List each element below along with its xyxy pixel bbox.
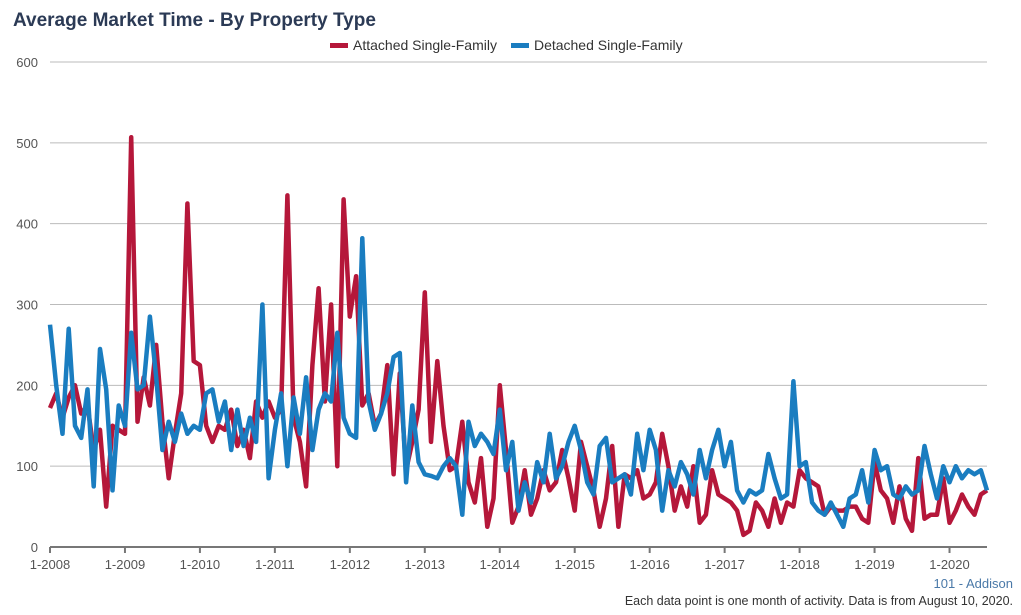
x-tick-label: 1-2014	[480, 557, 520, 572]
data-note: Each data point is one month of activity…	[624, 594, 1013, 608]
x-tick-label: 1-2011	[255, 557, 295, 572]
series-line-detached	[47, 235, 990, 530]
y-tick-label: 400	[16, 217, 38, 232]
x-tick-label: 1-2015	[554, 557, 594, 572]
x-tick-label: 1-2013	[405, 557, 445, 572]
chart-title: Average Market Time - By Property Type	[13, 10, 376, 31]
series-line-attached	[47, 134, 989, 538]
legend-item-attached[interactable]: Attached Single-Family	[330, 37, 497, 53]
legend-swatch-detached	[510, 42, 529, 48]
y-tick-label: 300	[16, 298, 38, 313]
legend: Attached Single-Family Detached Single-F…	[330, 37, 683, 53]
x-tick-label: 1-2016	[629, 557, 669, 572]
x-tick-label: 1-2019	[854, 557, 894, 572]
x-tick-label: 1-2008	[30, 557, 70, 572]
y-tick-label: 0	[31, 540, 38, 555]
legend-swatch-attached	[330, 42, 348, 48]
y-tick-label: 100	[16, 459, 38, 474]
y-tick-label: 200	[16, 378, 38, 393]
legend-label-detached: Detached Single-Family	[533, 37, 683, 53]
x-tick-label: 1-2020	[929, 557, 969, 572]
x-tick-label: 1-2018	[779, 557, 819, 572]
y-tick-label: 500	[16, 136, 38, 151]
legend-item-detached[interactable]: Detached Single-Family	[510, 37, 683, 53]
legend-label-attached: Attached Single-Family	[353, 37, 497, 53]
x-tick-label: 1-2012	[330, 557, 370, 572]
area-label: 101 - Addison	[933, 576, 1013, 591]
x-tick-label: 1-2009	[105, 557, 145, 572]
x-tick-label: 1-2017	[704, 557, 744, 572]
y-tick-label: 600	[16, 55, 38, 70]
x-tick-label: 1-2010	[180, 557, 220, 572]
